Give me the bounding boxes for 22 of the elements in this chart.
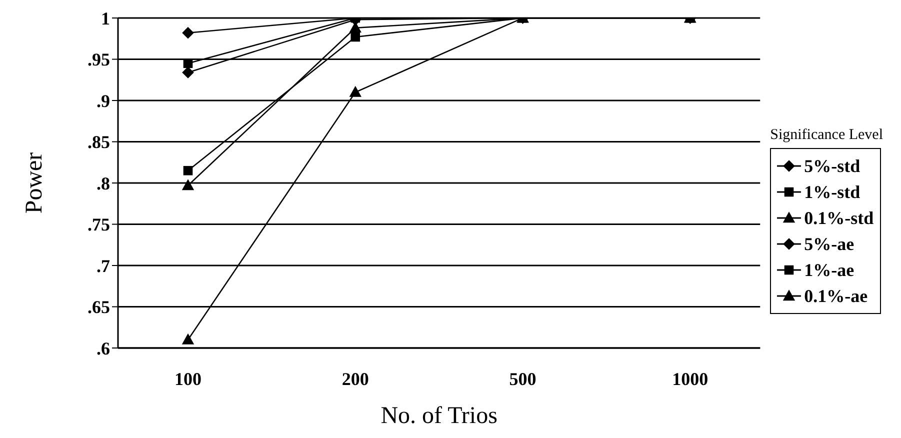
legend-label: 5%-ae: [804, 233, 854, 256]
x-tick-label: 100: [174, 368, 202, 389]
y-axis-title: Power: [22, 152, 48, 214]
y-tick-label: .95: [88, 50, 110, 70]
legend-title: Significance Level: [770, 127, 883, 144]
y-tick-label: .6: [96, 338, 110, 358]
x-tick-label: 1000: [672, 368, 708, 389]
y-tick-label: .75: [88, 214, 110, 235]
y-tick-label: .65: [88, 297, 110, 318]
y-tick-label: 1: [101, 8, 110, 28]
legend-label: 1%-std: [804, 181, 860, 204]
y-tick-label: .7: [96, 256, 110, 276]
legend-label: 0.1%-std: [804, 207, 874, 230]
legend-label: 0.1%-ae: [804, 285, 868, 308]
y-tick-label: .9: [96, 90, 110, 111]
y-tick-label: .8: [96, 173, 110, 194]
x-axis-title: No. of Trios: [380, 403, 498, 429]
x-tick-label: 500: [509, 368, 536, 389]
legend-label: 1%-ae: [804, 259, 854, 282]
x-tick-label: 200: [342, 368, 369, 389]
legend-label: 5%-std: [804, 155, 860, 178]
y-tick-label: .85: [88, 132, 110, 152]
